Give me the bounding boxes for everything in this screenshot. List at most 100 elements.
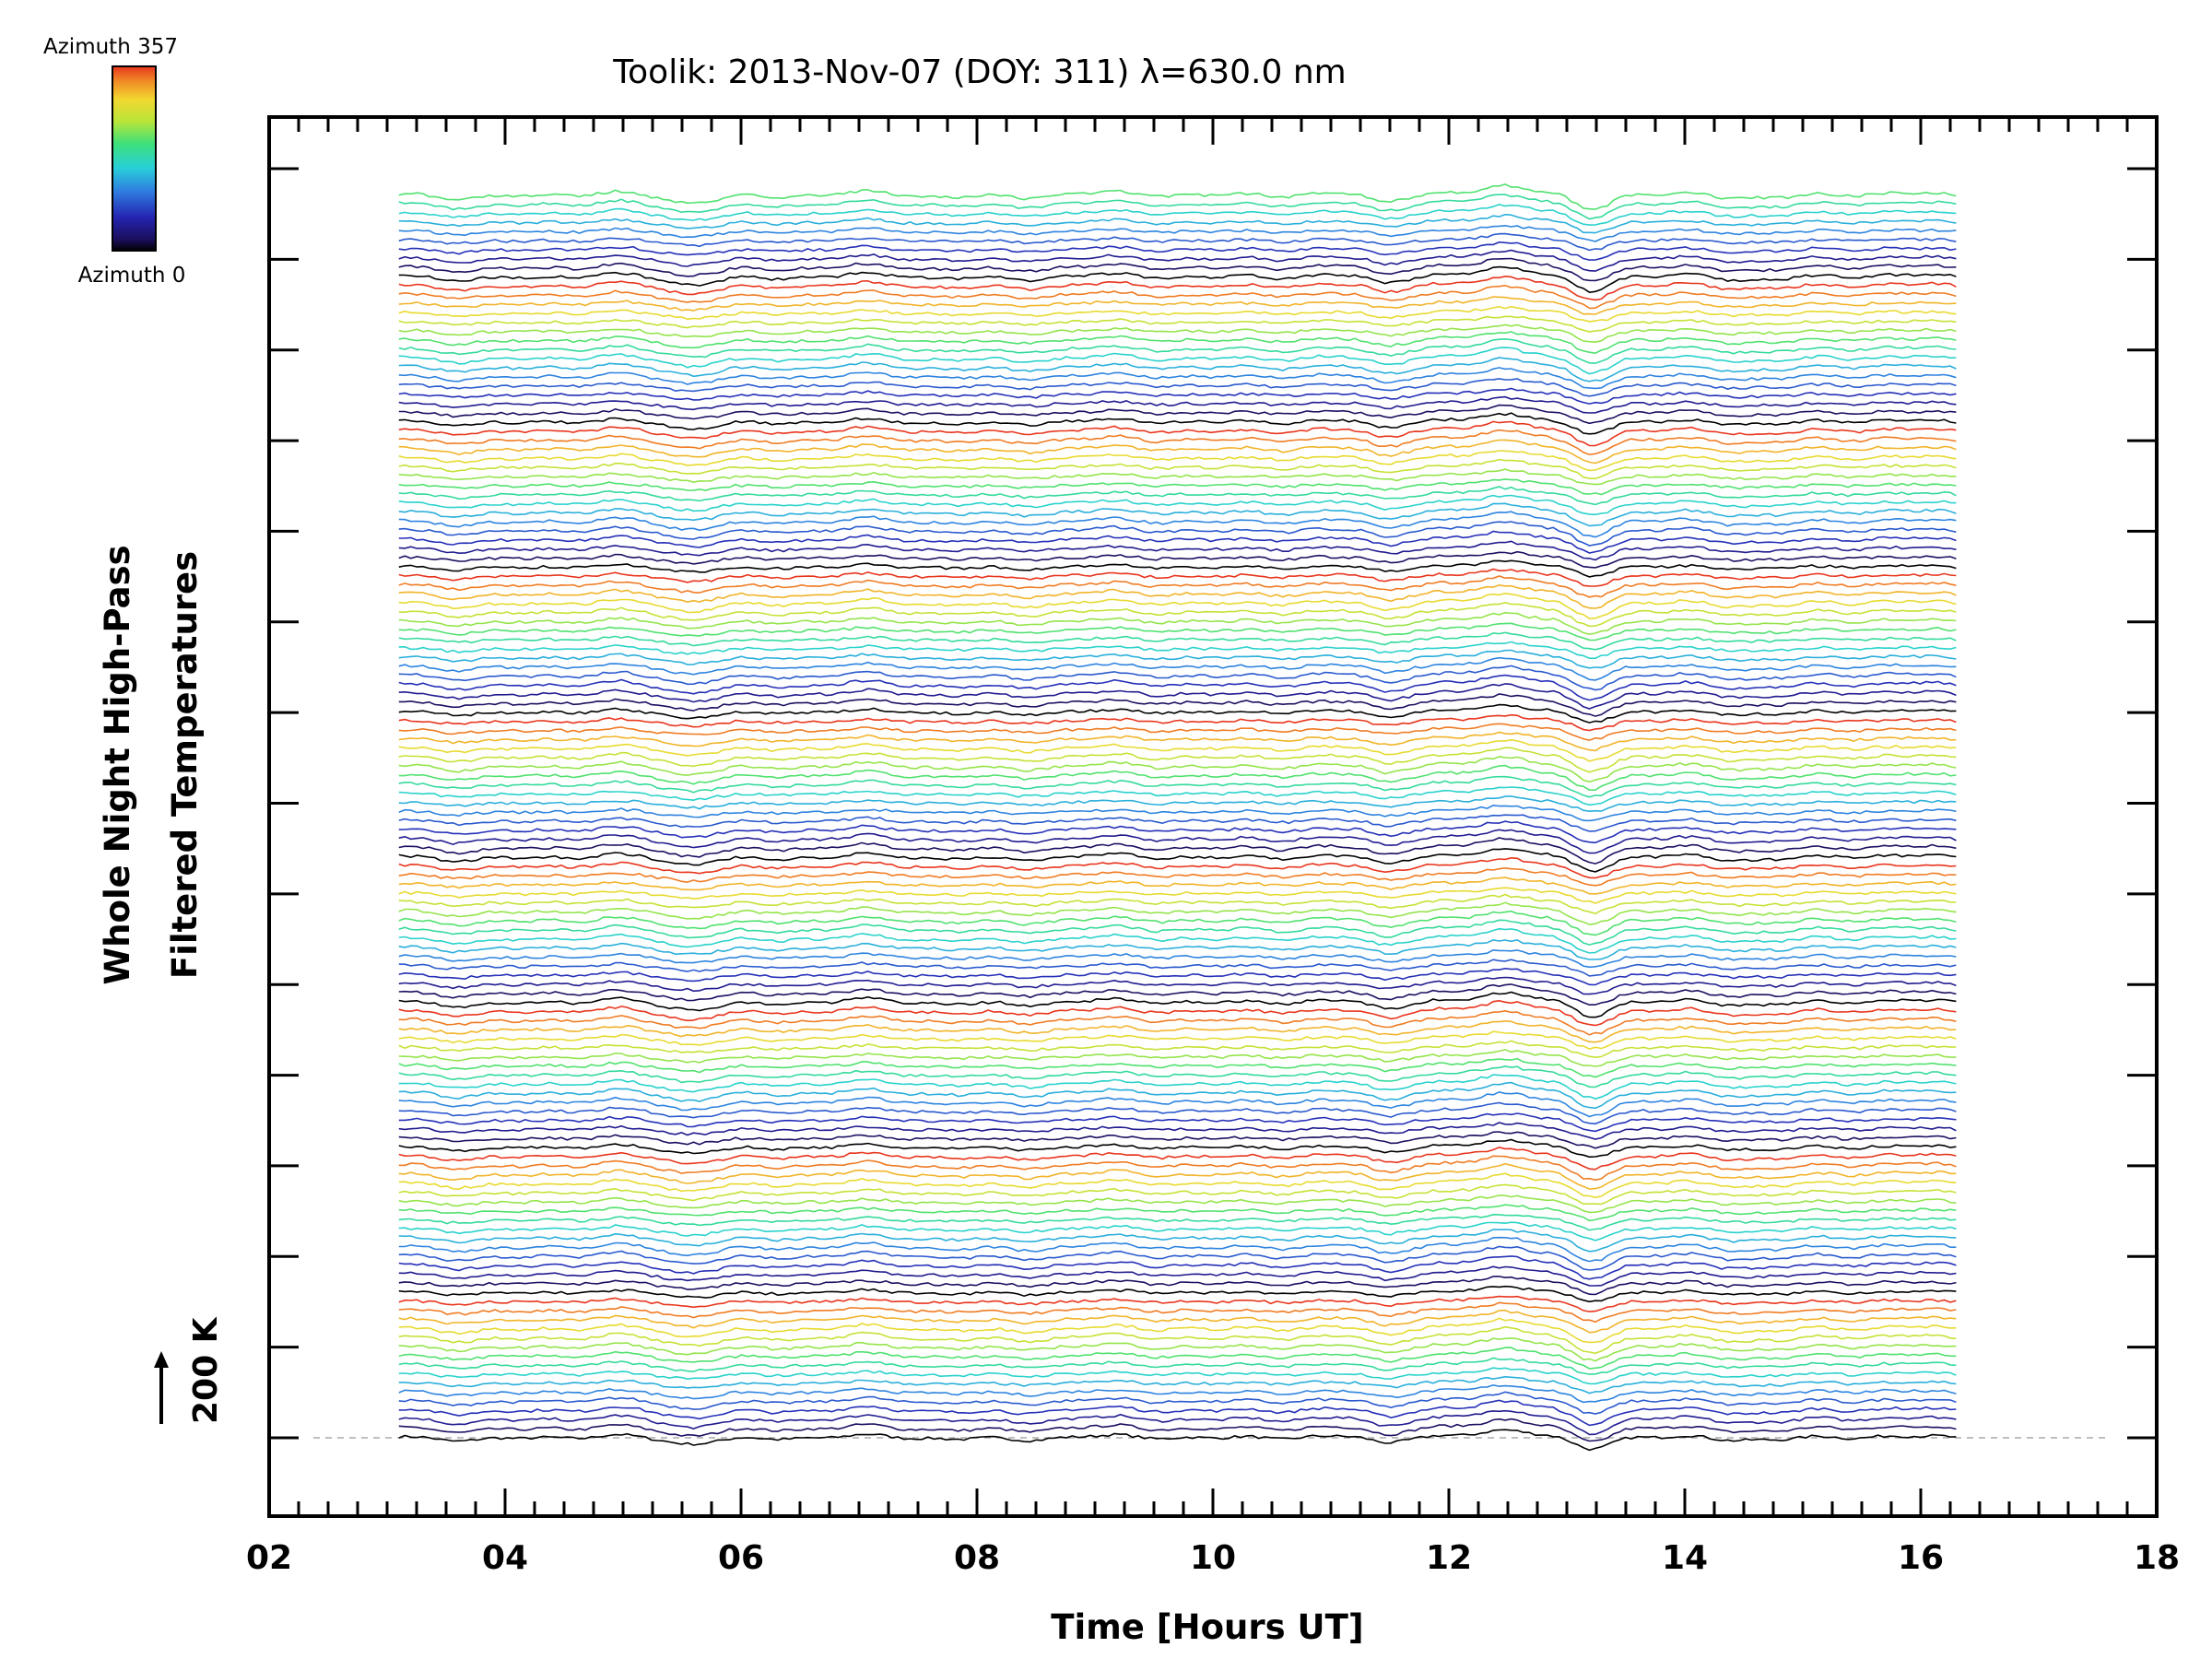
series-line [398, 241, 1957, 261]
series-line [398, 1057, 1957, 1078]
series-line [398, 592, 1957, 620]
scale-bar: 200 K [154, 1316, 225, 1424]
series-line [398, 959, 1957, 977]
series-line [398, 910, 1957, 936]
series-line [398, 583, 1957, 609]
series-line [398, 1399, 1957, 1427]
series-line [398, 795, 1957, 813]
series-line [398, 1155, 1957, 1182]
series-line [398, 1074, 1957, 1100]
series-line [398, 674, 1957, 701]
series-line [398, 1317, 1957, 1344]
series-line [398, 468, 1957, 486]
series-line [398, 1081, 1957, 1110]
series-line [398, 948, 1957, 969]
series-line [398, 530, 1957, 554]
series-line [398, 1285, 1957, 1303]
series-line [398, 1367, 1957, 1385]
series-line [398, 439, 1957, 465]
series-group [398, 183, 1957, 1452]
series-line [398, 1213, 1957, 1231]
series-line [398, 1245, 1957, 1271]
series-line [398, 820, 1957, 844]
series-line [398, 1172, 1957, 1199]
series-line [398, 1325, 1957, 1355]
series-line [398, 756, 1957, 783]
plot-frame [267, 115, 2159, 1518]
series-line [398, 257, 1957, 282]
series-line [398, 764, 1957, 791]
series-line [398, 919, 1957, 946]
series-line [398, 550, 1957, 569]
series-line [398, 1255, 1957, 1280]
series-line [398, 775, 1957, 798]
series-line [398, 429, 1957, 456]
series-line [398, 1138, 1957, 1159]
axis-ticks [267, 117, 2159, 1516]
series-line [398, 232, 1957, 252]
series-line [398, 296, 1957, 315]
x-tick-label: 10 [1190, 1539, 1236, 1577]
series-line [398, 683, 1957, 710]
series-line [398, 1301, 1957, 1324]
series-line [398, 1418, 1957, 1442]
series-line [398, 938, 1957, 960]
series-line [398, 837, 1957, 865]
x-tick-labels: 02 04 06 08 10 12 14 16 18 [246, 1539, 2180, 1577]
series-line [398, 747, 1957, 773]
series-line [398, 1221, 1957, 1241]
series-line [398, 395, 1957, 414]
series-line [398, 877, 1957, 895]
series-line [398, 213, 1957, 234]
series-line [398, 559, 1957, 578]
series-line [398, 713, 1957, 732]
series-line [398, 1146, 1957, 1171]
series-line [398, 731, 1957, 752]
series-line [398, 305, 1957, 323]
x-tick-label: 16 [1898, 1539, 1944, 1577]
series-line [398, 1204, 1957, 1222]
plot-area: 02 04 06 08 10 12 14 16 18 [246, 115, 2180, 1577]
series-line [398, 420, 1957, 447]
series-line [398, 786, 1957, 806]
x-tick-label: 18 [2134, 1539, 2180, 1577]
series-line [398, 224, 1957, 242]
series-line [398, 927, 1957, 954]
series-line [398, 848, 1957, 873]
series-line [398, 1090, 1957, 1118]
x-tick-label: 14 [1662, 1539, 1708, 1577]
series-line [398, 478, 1957, 496]
series-line [398, 967, 1957, 986]
series-line [398, 1131, 1957, 1149]
series-line [398, 1391, 1957, 1415]
series-line [398, 1009, 1957, 1036]
series-line [398, 194, 1957, 220]
series-line [398, 814, 1957, 832]
series-line [398, 983, 1957, 1006]
series-line [398, 337, 1957, 364]
x-tick-label: 04 [482, 1539, 528, 1577]
series-line [398, 568, 1957, 587]
series-line [398, 1236, 1957, 1263]
chart-title: Toolik: 2013-Nov-07 (DOY: 311) λ=630.0 n… [612, 53, 1346, 91]
series-line [398, 367, 1957, 390]
series-line [398, 1183, 1957, 1206]
series-line [398, 412, 1957, 435]
colorbar-gradient [112, 65, 157, 252]
series-line [398, 866, 1957, 887]
series-line [398, 665, 1957, 691]
series-line [398, 1019, 1957, 1043]
series-line [398, 387, 1957, 405]
series-line [398, 378, 1957, 397]
colorbar-bottom-label: Azimuth 0 [78, 264, 186, 288]
series-line [398, 611, 1957, 636]
series-line [398, 723, 1957, 742]
y-axis-label-line1: Whole Night High-Pass [98, 545, 137, 984]
series-line [398, 693, 1957, 717]
series-line [398, 887, 1957, 904]
series-line [398, 622, 1957, 641]
series-line [398, 1194, 1957, 1214]
series-line [398, 249, 1957, 272]
series-line [398, 357, 1957, 382]
